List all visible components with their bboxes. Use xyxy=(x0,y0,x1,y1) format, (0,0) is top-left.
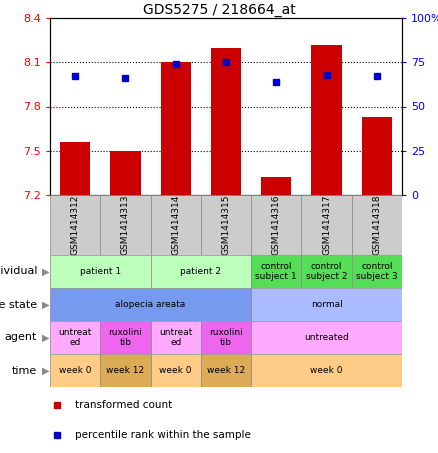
Bar xyxy=(251,354,402,387)
Bar xyxy=(161,62,191,195)
Text: ▶: ▶ xyxy=(42,299,49,309)
Text: control
subject 1: control subject 1 xyxy=(255,262,297,281)
Text: untreat
ed: untreat ed xyxy=(58,328,92,347)
Bar xyxy=(301,195,352,255)
Text: week 0: week 0 xyxy=(159,366,192,375)
Bar xyxy=(251,288,402,321)
Text: ruxolini
tib: ruxolini tib xyxy=(109,328,142,347)
Bar xyxy=(50,288,251,321)
Text: untreated: untreated xyxy=(304,333,349,342)
Bar xyxy=(201,321,251,354)
Text: disease state: disease state xyxy=(0,299,37,309)
Bar xyxy=(301,255,352,288)
Bar xyxy=(352,255,402,288)
Bar xyxy=(110,151,141,195)
Text: agent: agent xyxy=(5,333,37,342)
Bar xyxy=(261,177,291,195)
Bar xyxy=(352,195,402,255)
Text: ▶: ▶ xyxy=(42,333,49,342)
Text: patient 1: patient 1 xyxy=(80,267,121,276)
Text: time: time xyxy=(12,366,37,376)
Bar xyxy=(151,195,201,255)
Bar xyxy=(100,321,151,354)
Bar xyxy=(50,255,151,288)
Bar xyxy=(50,195,100,255)
Bar xyxy=(60,142,90,195)
Text: GSM1414314: GSM1414314 xyxy=(171,195,180,255)
Text: GDS5275 / 218664_at: GDS5275 / 218664_at xyxy=(143,3,295,17)
Text: GSM1414316: GSM1414316 xyxy=(272,195,281,255)
Bar xyxy=(251,195,301,255)
Text: transformed count: transformed count xyxy=(74,400,172,410)
Bar xyxy=(201,354,251,387)
Bar xyxy=(151,354,201,387)
Text: control
subject 3: control subject 3 xyxy=(356,262,398,281)
Text: control
subject 2: control subject 2 xyxy=(306,262,347,281)
Text: normal: normal xyxy=(311,300,343,309)
Bar xyxy=(50,321,100,354)
Text: week 12: week 12 xyxy=(207,366,245,375)
Text: GSM1414315: GSM1414315 xyxy=(222,195,230,255)
Text: untreat
ed: untreat ed xyxy=(159,328,192,347)
Bar xyxy=(251,255,301,288)
Text: ruxolini
tib: ruxolini tib xyxy=(209,328,243,347)
Text: week 0: week 0 xyxy=(310,366,343,375)
Bar xyxy=(362,117,392,195)
Bar xyxy=(100,195,151,255)
Text: GSM1414312: GSM1414312 xyxy=(71,195,80,255)
Text: alopecia areata: alopecia areata xyxy=(116,300,186,309)
Bar xyxy=(100,354,151,387)
Text: week 12: week 12 xyxy=(106,366,145,375)
Bar xyxy=(251,321,402,354)
Bar xyxy=(211,48,241,195)
Text: ▶: ▶ xyxy=(42,266,49,276)
Text: GSM1414317: GSM1414317 xyxy=(322,195,331,255)
Bar xyxy=(151,321,201,354)
Text: patient 2: patient 2 xyxy=(180,267,221,276)
Bar xyxy=(311,44,342,195)
Bar xyxy=(201,195,251,255)
Bar xyxy=(50,354,100,387)
Text: ▶: ▶ xyxy=(42,366,49,376)
Text: week 0: week 0 xyxy=(59,366,92,375)
Text: individual: individual xyxy=(0,266,37,276)
Text: GSM1414318: GSM1414318 xyxy=(372,195,381,255)
Text: GSM1414313: GSM1414313 xyxy=(121,195,130,255)
Text: percentile rank within the sample: percentile rank within the sample xyxy=(74,429,251,439)
Bar xyxy=(151,255,251,288)
